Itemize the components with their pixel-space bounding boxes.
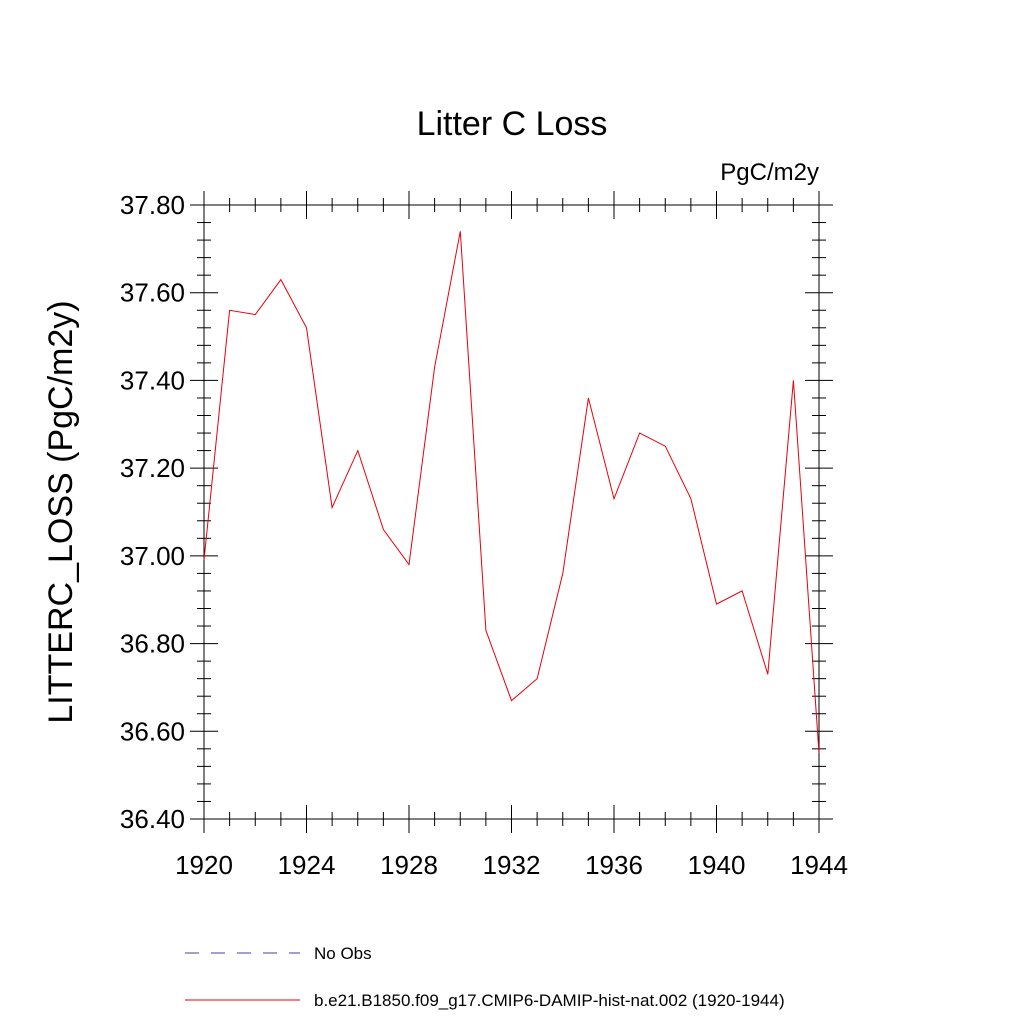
- y-tick-label: 37.40: [120, 365, 185, 395]
- y-tick-label: 37.00: [120, 541, 185, 571]
- plot-frame: [203, 204, 820, 820]
- legend-label-no-obs: No Obs: [314, 944, 372, 963]
- x-tick-label: 1924: [278, 850, 336, 880]
- x-tick-label: 1936: [585, 850, 643, 880]
- y-tick-label: 37.60: [120, 278, 185, 308]
- y-tick-label: 36.40: [120, 804, 185, 834]
- chart-title: Litter C Loss: [417, 105, 608, 143]
- axes: 36.40 36.60 36.80 37.00 37.20 37.40 37.60 37.80…: [120, 190, 848, 880]
- series-layer: [203, 231, 820, 754]
- y-tick-label: 37.20: [120, 453, 185, 483]
- x-tick-label: 1928: [380, 850, 438, 880]
- units-label: PgC/m2y: [720, 159, 819, 186]
- x-tick-label: 1920: [175, 850, 233, 880]
- y-tick-label: 36.60: [120, 716, 185, 746]
- legend-label-model: b.e21.B1850.f09_g17.CMIP6-DAMIP-hist-nat…: [314, 991, 785, 1010]
- x-tick-label: 1932: [483, 850, 541, 880]
- y-tick-label: 36.80: [120, 629, 185, 659]
- x-tick-label: 1944: [790, 850, 848, 880]
- y-axis-label: LITTERC_LOSS (PgC/m2y): [42, 300, 80, 723]
- y-tick-label: 37.80: [120, 190, 185, 220]
- x-tick-label: 1940: [688, 850, 746, 880]
- legend: No Obs b.e21.B1850.f09_g17.CMIP6-DAMIP-h…: [185, 944, 785, 1010]
- series-line: [203, 231, 820, 754]
